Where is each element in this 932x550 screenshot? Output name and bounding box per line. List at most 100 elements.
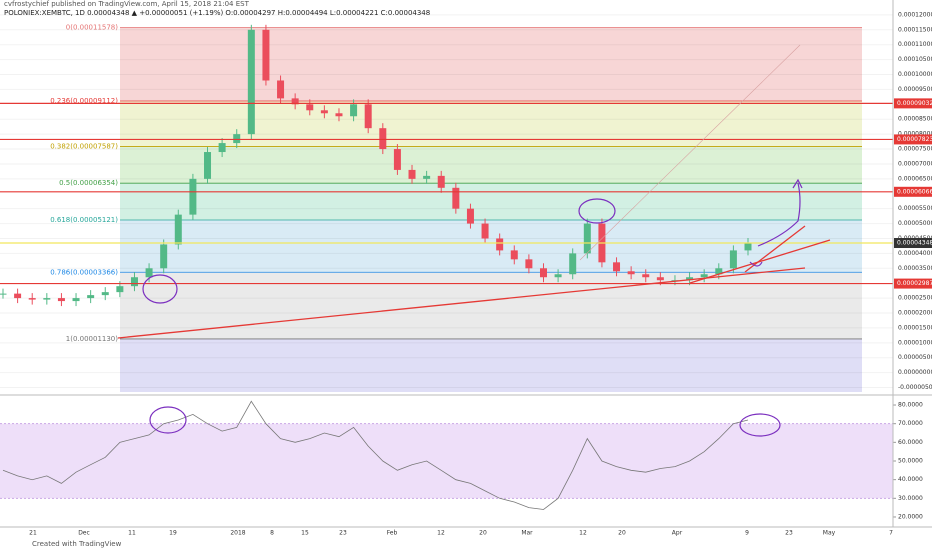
y-tick-label: 0.00009500 bbox=[898, 86, 932, 93]
rsi-tick-label: 50.0000 bbox=[898, 458, 923, 465]
fib-label: 0.236(0.00009112) bbox=[50, 97, 118, 105]
x-tick-label: 15 bbox=[301, 530, 309, 537]
y-tick-label: 0.00011500 bbox=[898, 26, 932, 33]
rsi-tick-label: 20.0000 bbox=[898, 513, 923, 520]
y-tick-label: 0.00002000 bbox=[898, 310, 932, 317]
price-tag bbox=[894, 186, 932, 197]
y-tick-label: 0.00010500 bbox=[898, 56, 932, 63]
candle bbox=[481, 223, 489, 239]
candle bbox=[569, 253, 577, 275]
footer: Created with TradingView bbox=[32, 540, 122, 548]
y-tick-label: 0.00001000 bbox=[898, 339, 932, 346]
candle bbox=[686, 277, 694, 281]
y-tick-label: 0.00008500 bbox=[898, 116, 932, 123]
candle bbox=[174, 214, 182, 245]
fib-band bbox=[120, 146, 862, 184]
symbol-line: POLONIEX:XEMBTC, 1D 0.00004348 ▲ +0.0000… bbox=[4, 9, 430, 17]
candle bbox=[554, 274, 562, 278]
rsi-tick-label: 30.0000 bbox=[898, 495, 923, 502]
fib-band bbox=[120, 27, 862, 101]
x-tick-label: 20 bbox=[479, 530, 487, 537]
drawings bbox=[117, 44, 831, 437]
candle bbox=[613, 262, 621, 272]
fib-label: 0.618(0.00005121) bbox=[50, 216, 118, 224]
candle bbox=[189, 178, 197, 215]
price-tag-label: 0.00009032 bbox=[897, 100, 932, 107]
candle bbox=[72, 298, 80, 302]
fib-band bbox=[120, 219, 862, 273]
candle bbox=[715, 268, 723, 275]
candle bbox=[379, 128, 387, 150]
x-tick-label: 9 bbox=[745, 530, 749, 537]
fib-label: 0(0.00011578) bbox=[66, 23, 118, 31]
price-tag bbox=[894, 134, 932, 145]
candle bbox=[28, 298, 36, 300]
circle bbox=[142, 274, 178, 304]
candle bbox=[277, 80, 285, 99]
candle bbox=[14, 293, 22, 299]
x-tick-label: 8 bbox=[270, 530, 274, 537]
trend-line bbox=[117, 267, 806, 339]
fib-label: 0.382(0.00007587) bbox=[50, 142, 118, 150]
fib-label: 0.786(0.00003366) bbox=[50, 268, 118, 276]
candle bbox=[496, 238, 504, 251]
x-tick-label: 12 bbox=[579, 530, 587, 537]
candle bbox=[452, 187, 460, 209]
fib-band bbox=[120, 272, 862, 339]
candle bbox=[393, 149, 401, 170]
ray bbox=[579, 44, 801, 261]
y-tick-label: 0.00005000 bbox=[898, 220, 932, 227]
circle bbox=[739, 413, 781, 437]
x-tick-label: Mar bbox=[521, 530, 533, 537]
candle bbox=[335, 113, 343, 117]
candle bbox=[130, 277, 138, 287]
fib-band bbox=[120, 183, 862, 220]
rsi-tick-label: 70.0000 bbox=[898, 420, 923, 427]
x-tick-label: 20 bbox=[618, 530, 626, 537]
y-tick-label: 0.00000000 bbox=[898, 369, 932, 376]
x-tick-label: Feb bbox=[387, 530, 398, 537]
price-tag bbox=[894, 278, 932, 289]
candle bbox=[364, 104, 372, 129]
candle bbox=[291, 98, 299, 105]
candle bbox=[510, 250, 518, 260]
trend-line bbox=[744, 225, 806, 273]
rsi-tick-label: 60.0000 bbox=[898, 439, 923, 446]
x-tick-label: 11 bbox=[128, 530, 136, 537]
x-tick-label: 19 bbox=[169, 530, 177, 537]
candle bbox=[700, 274, 708, 278]
x-tick-label: 7 bbox=[889, 530, 893, 537]
candle bbox=[437, 175, 445, 188]
candle bbox=[539, 268, 547, 278]
candle bbox=[145, 268, 153, 278]
candle bbox=[583, 223, 591, 254]
y-tick-label: 0.00003500 bbox=[898, 265, 932, 272]
y-tick-label: 0.00000500 bbox=[898, 354, 932, 361]
y-tick-label: 0.00011000 bbox=[898, 41, 932, 48]
candle bbox=[247, 29, 255, 135]
candle bbox=[423, 175, 431, 179]
y-tick-label: 0.00004000 bbox=[898, 250, 932, 257]
candle bbox=[233, 134, 241, 144]
y-tick-label: 0.00006500 bbox=[898, 175, 932, 182]
price-tag bbox=[894, 238, 932, 249]
y-tick-label: 0.00007500 bbox=[898, 146, 932, 153]
fib-label: 0.5(0.00006354) bbox=[59, 179, 118, 187]
y-tick-label: -0.00000500 bbox=[898, 384, 932, 391]
candle bbox=[101, 292, 109, 296]
y-tick-label: 0.00010000 bbox=[898, 71, 932, 78]
y-tick-label: 0.00007000 bbox=[898, 160, 932, 167]
price-tag bbox=[894, 98, 932, 109]
candle bbox=[116, 286, 124, 293]
x-tick-label: May bbox=[823, 530, 836, 537]
candle bbox=[57, 298, 65, 302]
candle bbox=[656, 277, 664, 281]
candle bbox=[262, 29, 270, 81]
fib-label: 1(0.00001130) bbox=[66, 335, 118, 343]
candle bbox=[408, 169, 416, 179]
candle bbox=[0, 293, 7, 295]
rsi-line bbox=[2, 400, 749, 510]
x-tick-label: 23 bbox=[339, 530, 347, 537]
x-tick-label: 2018 bbox=[230, 530, 245, 537]
candle bbox=[744, 243, 752, 251]
